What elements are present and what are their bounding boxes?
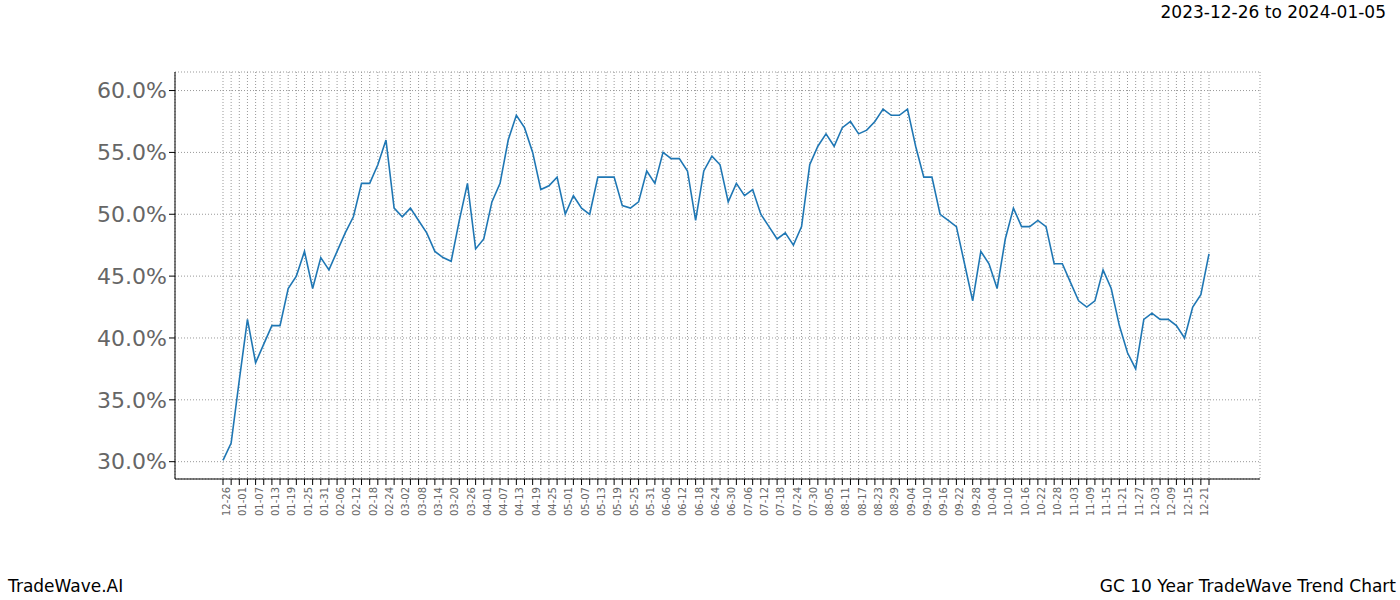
svg-text:11-09: 11-09 xyxy=(1085,487,1096,516)
svg-text:12-26: 12-26 xyxy=(221,487,232,516)
svg-text:05-13: 05-13 xyxy=(596,487,607,516)
svg-text:10-22: 10-22 xyxy=(1036,487,1047,516)
svg-text:01-31: 01-31 xyxy=(319,487,330,516)
svg-text:03-26: 03-26 xyxy=(466,487,477,516)
svg-text:12-03: 12-03 xyxy=(1150,487,1161,516)
svg-text:09-10: 09-10 xyxy=(922,487,933,516)
svg-text:01-01: 01-01 xyxy=(237,487,248,516)
svg-text:01-25: 01-25 xyxy=(303,487,314,516)
svg-text:30.0%: 30.0% xyxy=(97,449,167,474)
svg-text:12-09: 12-09 xyxy=(1166,487,1177,516)
svg-text:03-14: 03-14 xyxy=(433,487,444,516)
svg-text:06-18: 06-18 xyxy=(694,487,705,516)
svg-text:04-25: 04-25 xyxy=(547,487,558,516)
svg-text:08-11: 08-11 xyxy=(840,487,851,516)
svg-text:07-24: 07-24 xyxy=(792,487,803,516)
svg-text:05-19: 05-19 xyxy=(612,487,623,516)
svg-text:50.0%: 50.0% xyxy=(97,202,167,227)
svg-text:04-07: 04-07 xyxy=(498,487,509,516)
svg-text:05-01: 05-01 xyxy=(563,487,574,516)
html-text:2023-12-26 to 2024-01-05: 2023-12-26 to 2024-01-05 xyxy=(1160,2,1386,22)
svg-text:10-16: 10-16 xyxy=(1020,487,1031,516)
svg-text:09-04: 09-04 xyxy=(906,487,917,516)
svg-text:11-03: 11-03 xyxy=(1069,487,1080,516)
svg-text:06-12: 06-12 xyxy=(677,487,688,516)
svg-text:02-18: 02-18 xyxy=(368,487,379,516)
svg-text:08-17: 08-17 xyxy=(857,487,868,516)
svg-text:10-04: 10-04 xyxy=(987,487,998,516)
svg-text:02-12: 02-12 xyxy=(351,487,362,516)
svg-text:06-30: 06-30 xyxy=(726,487,737,516)
svg-text:10-10: 10-10 xyxy=(1003,487,1014,516)
svg-text:12-21: 12-21 xyxy=(1199,487,1210,516)
svg-text:11-15: 11-15 xyxy=(1101,487,1112,516)
svg-text:07-12: 07-12 xyxy=(759,487,770,516)
svg-text:04-13: 04-13 xyxy=(514,487,525,516)
svg-text:11-27: 11-27 xyxy=(1134,487,1145,516)
svg-text:07-06: 07-06 xyxy=(743,487,754,516)
svg-text:06-06: 06-06 xyxy=(661,487,672,516)
svg-text:45.0%: 45.0% xyxy=(97,264,167,289)
svg-text:01-19: 01-19 xyxy=(286,487,297,516)
svg-text:01-07: 01-07 xyxy=(254,487,265,516)
svg-text:05-31: 05-31 xyxy=(645,487,656,516)
svg-text:03-08: 03-08 xyxy=(417,487,428,516)
svg-text:02-06: 02-06 xyxy=(335,487,346,516)
svg-text:04-01: 04-01 xyxy=(482,487,493,516)
svg-text:11-21: 11-21 xyxy=(1117,487,1128,516)
svg-text:12-15: 12-15 xyxy=(1183,487,1194,516)
svg-text:08-23: 08-23 xyxy=(873,487,884,516)
svg-text:55.0%: 55.0% xyxy=(97,140,167,165)
html-text:TradeWave.AI: TradeWave.AI xyxy=(8,576,124,596)
svg-text:03-02: 03-02 xyxy=(400,487,411,516)
svg-text:01-13: 01-13 xyxy=(270,487,281,516)
svg-text:35.0%: 35.0% xyxy=(97,388,167,413)
svg-text:05-25: 05-25 xyxy=(629,487,640,516)
svg-text:07-18: 07-18 xyxy=(775,487,786,516)
svg-text:40.0%: 40.0% xyxy=(97,326,167,351)
svg-text:03-20: 03-20 xyxy=(449,487,460,516)
svg-text:07-30: 07-30 xyxy=(808,487,819,516)
svg-text:09-22: 09-22 xyxy=(954,487,965,516)
svg-text:06-24: 06-24 xyxy=(710,487,721,516)
svg-text:08-05: 08-05 xyxy=(824,487,835,516)
svg-text:09-16: 09-16 xyxy=(938,487,949,516)
svg-text:05-07: 05-07 xyxy=(580,487,591,516)
html-text:GC 10 Year TradeWave Trend Cha: GC 10 Year TradeWave Trend Chart xyxy=(1099,576,1396,596)
svg-text:02-24: 02-24 xyxy=(384,487,395,516)
svg-text:10-28: 10-28 xyxy=(1052,487,1063,516)
svg-text:04-19: 04-19 xyxy=(531,487,542,516)
svg-text:08-29: 08-29 xyxy=(889,487,900,516)
svg-text:60.0%: 60.0% xyxy=(97,78,167,103)
svg-text:09-28: 09-28 xyxy=(971,487,982,516)
